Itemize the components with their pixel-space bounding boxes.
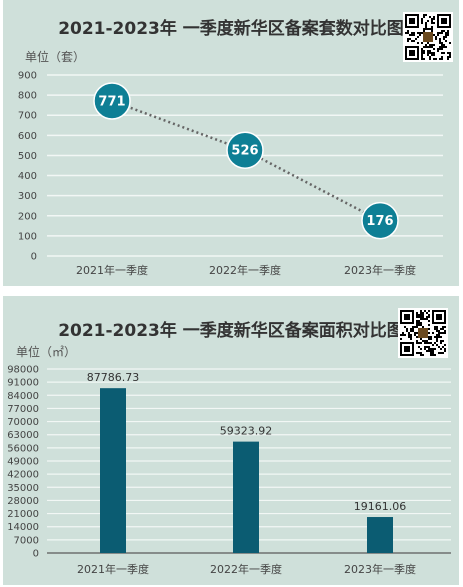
data-point [93,82,131,120]
x-tick-label: 2023年一季度 [344,263,416,277]
data-point [226,131,264,169]
y-tick-label: 56000 [7,443,39,454]
y-tick-label: 84000 [7,391,39,402]
y-tick-label: 800 [18,91,37,102]
y-tick-label: 700 [18,111,37,122]
y-tick-label: 70000 [7,417,39,428]
y-tick-label: 300 [18,191,37,202]
y-tick-label: 400 [18,171,37,182]
data-label: 59323.92 [220,425,273,438]
y-tick-label: 98000 [7,365,39,376]
data-label: 771 [98,94,125,109]
data-label: 19161.06 [354,500,407,513]
count-chart-panel: 2021-2023年 一季度新华区备案套数对比图 单位（套） 0 100 200 30… [3,0,459,286]
y-tick-label: 0 [31,252,37,263]
y-tick-label: 35000 [7,483,39,494]
area-chart-unit-label: 单位（㎡） [16,345,77,359]
y-tick-label: 77000 [7,404,39,415]
y-tick-label: 200 [18,211,37,222]
count-line-chart: 0 100 200 300 400 500 600 700 800 900 2021年一季度 2022… [18,71,443,277]
y-tick-label: 14000 [7,522,39,533]
area-bar-chart: 0 7000 14000 21000 28000 35000 42000 49000 56000… [7,365,451,576]
y-tick-label: 49000 [7,457,39,468]
data-point [361,201,399,240]
area-chart-panel: 2021-2023年 一季度新华区备案面积对比图 单位（㎡） 0 7000 1400… [3,296,459,585]
y-tick-label: 600 [18,131,37,142]
y-tick-label: 7000 [14,535,39,546]
y-tick-label: 42000 [7,470,39,481]
qr-code-icon [403,12,453,62]
count-chart-title: 2021-2023年 一季度新华区备案套数对比图 [58,19,404,39]
y-tick-label: 91000 [7,378,39,389]
y-tick-label: 21000 [7,509,39,520]
x-tick-label: 2022年一季度 [209,263,281,277]
count-chart-unit-label: 单位（套） [25,50,86,64]
y-tick-label: 900 [18,71,37,82]
qr-code-icon [398,308,448,358]
data-label: 526 [231,144,258,159]
y-tick-label: 500 [18,151,37,162]
x-tick-label: 2023年一季度 [344,562,416,576]
y-tick-label: 63000 [7,430,39,441]
x-tick-label: 2021年一季度 [76,263,148,277]
bar [233,441,259,553]
bar [100,388,126,553]
y-tick-label: 100 [18,231,37,242]
data-label: 176 [366,214,393,229]
y-tick-label: 28000 [7,496,39,507]
x-tick-label: 2021年一季度 [77,562,149,576]
data-label: 87786.73 [87,371,140,384]
y-tick-label: 0 [33,549,39,560]
x-tick-label: 2022年一季度 [210,562,282,576]
bar [367,517,393,553]
area-chart-title: 2021-2023年 一季度新华区备案面积对比图 [58,321,404,341]
